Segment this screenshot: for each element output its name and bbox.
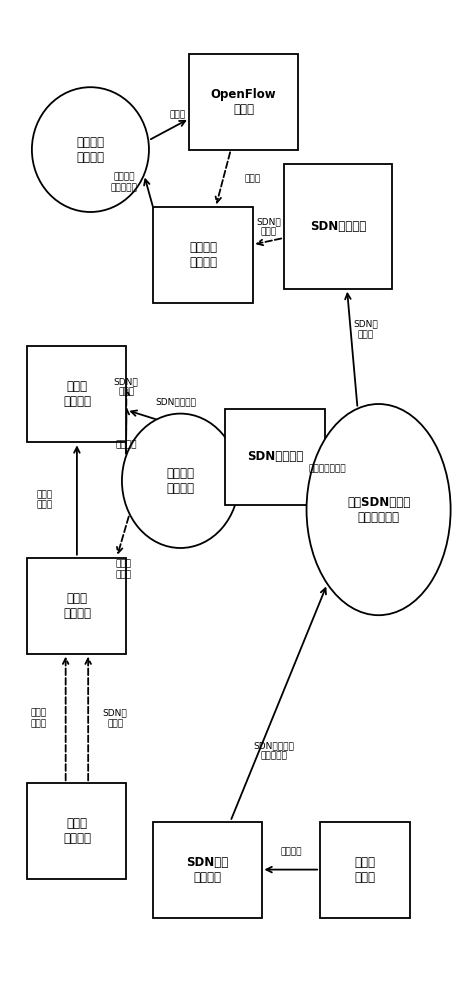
Ellipse shape bbox=[307, 404, 451, 615]
Text: 拓扑发
现模块: 拓扑发 现模块 bbox=[355, 856, 376, 884]
Text: 可达网络
提取计算: 可达网络 提取计算 bbox=[166, 467, 195, 495]
Text: 添加SDN网络并
指定链路代价: 添加SDN网络并 指定链路代价 bbox=[347, 496, 410, 524]
Text: 控制器
通信模块: 控制器 通信模块 bbox=[63, 592, 91, 620]
Text: SDN网
络信息: SDN网 络信息 bbox=[103, 709, 128, 728]
Bar bbox=[226, 409, 325, 505]
Text: SDN网
络信息: SDN网 络信息 bbox=[354, 320, 378, 339]
Text: 流表项: 流表项 bbox=[170, 111, 186, 120]
Text: 传统网
络信息: 传统网 络信息 bbox=[37, 490, 53, 510]
Text: OpenFlow
交换机: OpenFlow 交换机 bbox=[211, 88, 276, 116]
Text: 可达网
络信息: 可达网 络信息 bbox=[115, 560, 131, 579]
Bar bbox=[153, 207, 252, 303]
Text: 链路信息和代价: 链路信息和代价 bbox=[309, 465, 347, 474]
Bar bbox=[320, 822, 410, 918]
Bar bbox=[189, 54, 297, 150]
Text: 转换器
通信模块: 转换器 通信模块 bbox=[63, 817, 91, 845]
Text: 链路信息: 链路信息 bbox=[280, 848, 302, 857]
Bar bbox=[284, 164, 392, 289]
Text: SDN网
络信息: SDN网 络信息 bbox=[256, 217, 280, 237]
Text: SDN链路信息: SDN链路信息 bbox=[247, 450, 303, 463]
Text: 传统网
络信息: 传统网 络信息 bbox=[30, 709, 47, 728]
Text: SDN网络信息
和链路信息: SDN网络信息 和链路信息 bbox=[254, 741, 295, 760]
Text: SDN链路信息: SDN链路信息 bbox=[156, 397, 197, 406]
Bar bbox=[27, 346, 127, 442]
Ellipse shape bbox=[122, 414, 239, 548]
Bar bbox=[153, 822, 262, 918]
Text: SDN网络
操作界面: SDN网络 操作界面 bbox=[186, 856, 228, 884]
Text: SDN网
络信息: SDN网 络信息 bbox=[114, 377, 138, 397]
Bar bbox=[27, 558, 127, 654]
Text: 网络信息
和链路信息: 网络信息 和链路信息 bbox=[111, 172, 137, 192]
Bar bbox=[27, 783, 127, 879]
Text: 可达网络
提取模块: 可达网络 提取模块 bbox=[189, 241, 217, 269]
Ellipse shape bbox=[32, 87, 149, 212]
Text: 流表项: 流表项 bbox=[244, 174, 261, 183]
Text: 计算并下
发流表项: 计算并下 发流表项 bbox=[76, 136, 105, 164]
Text: 流表项
管理应用: 流表项 管理应用 bbox=[63, 380, 91, 408]
Text: 链路信息: 链路信息 bbox=[115, 440, 137, 449]
Text: SDN网络信息: SDN网络信息 bbox=[310, 220, 366, 233]
